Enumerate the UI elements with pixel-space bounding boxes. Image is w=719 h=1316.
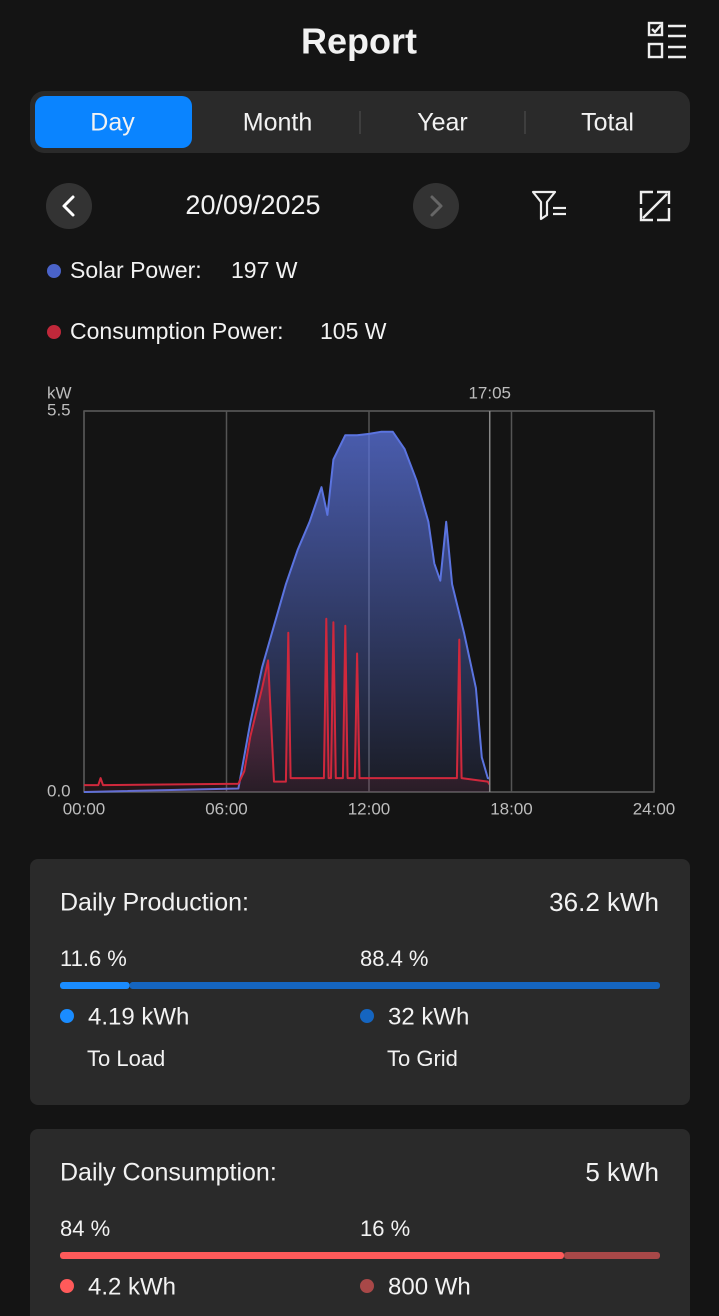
readouts: Solar Power: 197 W Consumption Power: 105 W	[47, 257, 387, 344]
x-tick-label: 06:00	[205, 799, 248, 818]
button-bg	[46, 183, 92, 229]
readout-label: Solar Power:	[70, 257, 202, 283]
part-label: To Grid	[387, 1046, 458, 1071]
x-tick-label: 24:00	[633, 799, 676, 818]
share-bar	[564, 1252, 660, 1259]
card-title: Daily Consumption:	[60, 1159, 277, 1187]
part-label: To Load	[87, 1046, 165, 1071]
cursor-label: 17:05	[468, 383, 511, 402]
chart: kW 0.0 5.5 00:00 06:00 12:00 18:00 24:00 17:05	[47, 383, 675, 818]
card-total: 36.2 kWh	[549, 887, 659, 917]
legend-dot	[47, 325, 61, 339]
cards: Daily Production: 36.2 kWh 11.6 % 4.19 kWh T…	[30, 859, 690, 1316]
expand-arrows	[639, 190, 671, 222]
line	[83, 430, 490, 793]
part-dot	[60, 1009, 74, 1023]
share-bar	[60, 982, 130, 989]
active-tab-bg	[35, 96, 192, 148]
legend-dot	[47, 264, 61, 278]
tab[interactable]: Total	[581, 109, 634, 137]
date[interactable]: 20/09/2025	[185, 190, 320, 220]
y-tick-label: 5.5	[47, 400, 71, 419]
readout-label: Consumption Power:	[70, 318, 284, 344]
chevron-left	[62, 195, 75, 217]
x-tick-label: 18:00	[490, 799, 533, 818]
button-bg	[413, 183, 459, 229]
part-value: 4.19 kWh	[88, 1003, 189, 1030]
next-button[interactable]	[413, 183, 459, 229]
part-dot	[60, 1279, 74, 1293]
share-label: 11.6 %	[60, 946, 127, 971]
chevron-right	[430, 195, 443, 217]
check-icon	[651, 24, 662, 34]
filter-icon[interactable]	[531, 190, 566, 221]
area	[84, 431, 490, 792]
expand-icon[interactable]	[639, 190, 671, 222]
part-value: 800 Wh	[388, 1273, 471, 1300]
line	[84, 617, 491, 787]
share-label: 84 %	[60, 1216, 110, 1241]
checkbox-icon	[647, 21, 664, 37]
card-total: 5 kWh	[585, 1157, 659, 1187]
x-tick-label: 00:00	[63, 799, 106, 818]
share-bar	[60, 1252, 564, 1259]
part-value: 4.2 kWh	[88, 1273, 176, 1300]
card	[30, 1129, 690, 1316]
card-title: Daily Production:	[60, 889, 249, 917]
tabs: Day Month Year Total	[35, 96, 634, 148]
menu-icon[interactable]	[647, 21, 686, 59]
x-tick-label: 12:00	[348, 799, 391, 818]
checkbox-icon	[647, 42, 664, 59]
part-dot	[360, 1009, 374, 1023]
readout-value: 105 W	[320, 318, 387, 344]
share-label: 16 %	[360, 1216, 410, 1241]
share-label: 88.4 %	[360, 946, 429, 971]
funnel	[531, 190, 557, 221]
tab[interactable]: Day	[90, 109, 135, 137]
tab[interactable]: Year	[417, 109, 468, 137]
y-unit: kW	[47, 383, 72, 402]
part-value: 32 kWh	[388, 1003, 469, 1030]
share-bar	[129, 982, 661, 989]
page-title: Report	[301, 21, 417, 62]
tab[interactable]: Month	[243, 109, 312, 137]
part-dot	[360, 1279, 374, 1293]
readout-value: 197 W	[231, 257, 298, 283]
prev-button[interactable]	[46, 183, 92, 229]
y-tick-label: 0.0	[47, 781, 71, 800]
